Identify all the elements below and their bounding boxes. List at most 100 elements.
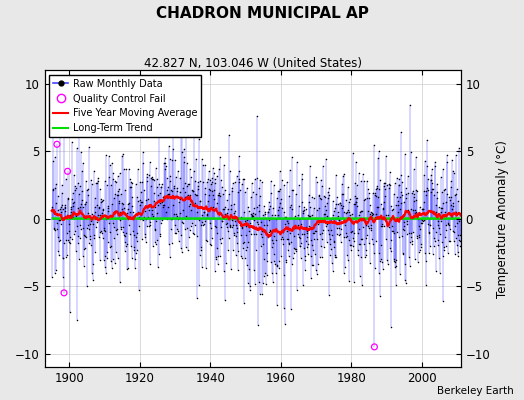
Point <box>94 204 103 210</box>
Point <box>355 240 363 247</box>
Point <box>135 202 144 208</box>
Point <box>304 212 312 218</box>
Point <box>446 238 454 244</box>
Point <box>385 216 394 223</box>
Point <box>456 238 464 244</box>
Point <box>217 234 226 241</box>
Point <box>125 166 133 172</box>
Point <box>420 188 428 194</box>
Point <box>174 215 183 221</box>
Point <box>147 204 155 210</box>
Point <box>278 233 287 240</box>
Point <box>297 240 305 247</box>
Point <box>432 268 441 274</box>
Point <box>323 239 332 246</box>
Point <box>268 240 277 246</box>
Point <box>85 240 93 246</box>
Point <box>61 202 70 208</box>
Point <box>306 204 314 210</box>
Point <box>66 234 74 240</box>
Point <box>253 218 261 225</box>
Point <box>92 179 101 186</box>
Point <box>299 208 308 214</box>
Point <box>110 235 118 241</box>
Point <box>370 142 378 148</box>
Point <box>228 188 237 194</box>
Point <box>105 174 114 180</box>
Point <box>315 205 323 211</box>
Point <box>336 230 344 237</box>
Point <box>358 208 366 214</box>
Point <box>233 172 242 179</box>
Point <box>181 189 189 196</box>
Point <box>246 231 255 237</box>
Point <box>327 246 335 252</box>
Point <box>98 230 106 236</box>
Point <box>222 260 231 266</box>
Point <box>319 163 328 169</box>
Point <box>359 197 368 203</box>
Point <box>294 182 303 188</box>
Point <box>69 200 78 206</box>
Point <box>229 247 237 253</box>
Point <box>239 240 247 246</box>
Point <box>100 226 108 233</box>
Point <box>406 102 414 108</box>
Point <box>218 218 226 225</box>
Point <box>165 143 173 150</box>
Point <box>308 262 316 268</box>
Point <box>444 238 453 244</box>
Point <box>396 271 404 277</box>
Point <box>254 225 262 232</box>
Point <box>320 244 329 250</box>
Point <box>407 149 415 155</box>
Point <box>330 239 338 246</box>
Point <box>358 224 367 230</box>
Point <box>128 180 136 186</box>
Point <box>287 206 296 212</box>
Point <box>422 184 431 191</box>
Point <box>180 180 189 186</box>
Point <box>140 214 148 220</box>
Point <box>150 226 159 233</box>
Point <box>155 250 163 257</box>
Point <box>200 208 208 215</box>
Point <box>167 216 175 222</box>
Point <box>196 178 204 184</box>
Point <box>444 250 452 256</box>
Point <box>384 260 392 267</box>
Point <box>291 246 300 252</box>
Point <box>83 283 91 289</box>
Point <box>137 236 146 243</box>
Point <box>223 220 231 226</box>
Point <box>410 190 418 197</box>
Point <box>357 208 366 214</box>
Point <box>451 251 459 257</box>
Point <box>412 209 421 215</box>
Point <box>111 260 119 266</box>
Point <box>325 230 334 237</box>
Point <box>369 250 378 256</box>
Point <box>420 216 429 223</box>
Point <box>195 282 203 288</box>
Point <box>311 215 319 222</box>
Point <box>181 132 190 139</box>
Point <box>420 158 429 164</box>
Point <box>167 186 176 193</box>
Point <box>87 218 95 224</box>
Point <box>154 202 162 208</box>
Point <box>289 226 298 232</box>
Point <box>410 194 419 200</box>
Point <box>147 175 155 182</box>
Point <box>413 216 422 222</box>
Point <box>449 200 457 206</box>
Point <box>172 230 180 236</box>
Point <box>160 193 168 199</box>
Point <box>173 227 182 234</box>
Point <box>248 212 256 218</box>
Point <box>370 190 379 196</box>
Point <box>303 244 311 250</box>
Point <box>125 222 133 228</box>
Point <box>275 258 283 264</box>
Point <box>117 224 125 230</box>
